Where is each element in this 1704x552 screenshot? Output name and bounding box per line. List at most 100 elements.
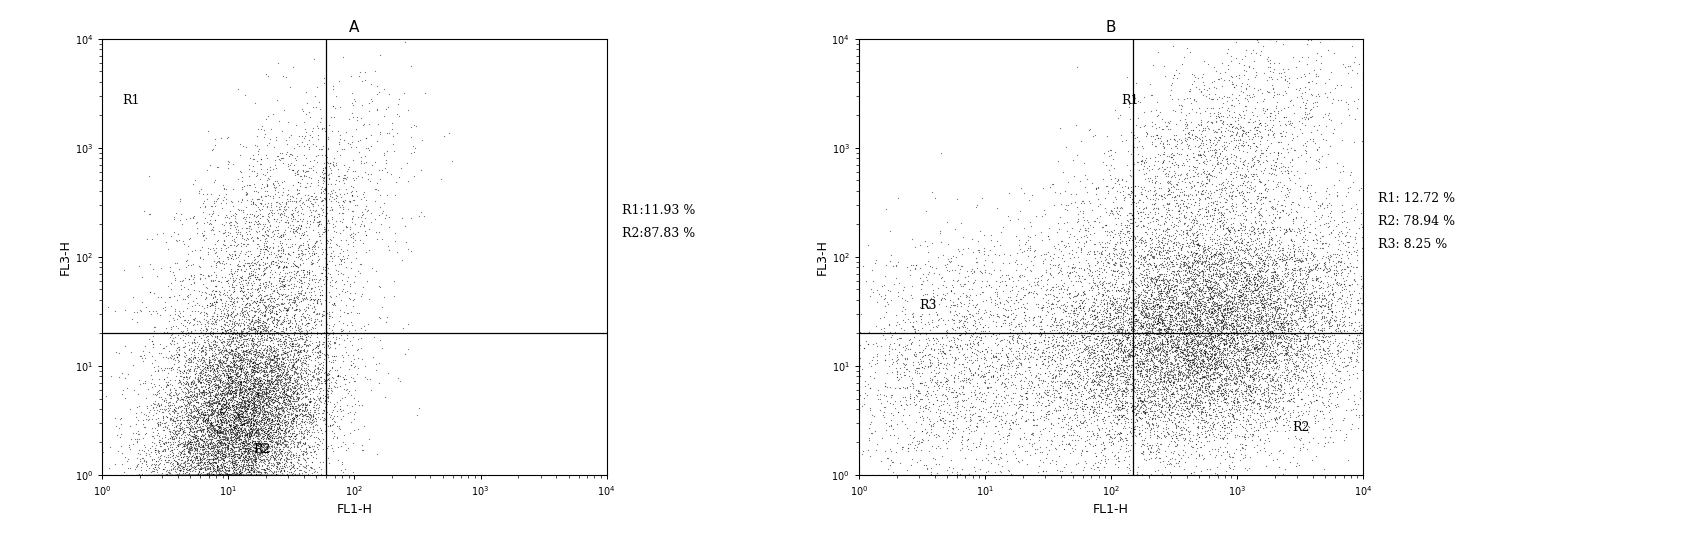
Point — [153, 397, 181, 406]
Point — [215, 446, 242, 455]
Point — [245, 416, 273, 425]
Point — [176, 448, 203, 457]
Point — [223, 470, 250, 479]
Point — [1062, 291, 1089, 300]
Point — [1137, 259, 1164, 268]
Point — [1217, 265, 1244, 274]
Point — [187, 419, 215, 428]
Point — [170, 463, 198, 471]
Point — [1283, 350, 1310, 359]
Point — [1200, 291, 1227, 300]
Point — [1143, 390, 1171, 399]
Point — [206, 463, 233, 472]
Point — [164, 459, 191, 468]
Point — [312, 302, 339, 311]
Point — [1246, 352, 1273, 361]
Point — [242, 389, 269, 398]
Point — [273, 253, 300, 262]
Point — [1266, 304, 1293, 312]
Point — [1140, 329, 1167, 338]
Point — [220, 470, 247, 479]
Point — [215, 364, 242, 373]
Point — [259, 450, 286, 459]
Point — [1237, 401, 1264, 410]
Point — [211, 346, 239, 354]
Point — [1259, 225, 1287, 233]
Point — [1155, 302, 1183, 311]
Point — [1218, 331, 1246, 340]
Point — [225, 406, 252, 415]
Point — [1215, 340, 1242, 349]
Point — [235, 417, 262, 426]
Point — [1166, 313, 1193, 322]
Point — [206, 470, 233, 479]
Point — [237, 225, 264, 233]
Point — [235, 401, 262, 410]
Point — [1075, 389, 1102, 398]
Point — [204, 398, 232, 407]
Point — [259, 470, 286, 479]
Point — [264, 470, 291, 479]
Point — [1196, 309, 1223, 318]
Point — [242, 470, 269, 479]
Point — [145, 366, 172, 375]
Point — [959, 268, 987, 277]
Point — [172, 391, 199, 400]
Point — [1293, 258, 1321, 267]
Point — [336, 115, 363, 124]
Point — [303, 467, 331, 476]
Point — [1097, 379, 1125, 388]
Point — [1283, 348, 1310, 357]
Point — [184, 434, 211, 443]
Point — [254, 447, 281, 456]
Point — [204, 381, 232, 390]
Point — [1298, 284, 1326, 293]
Point — [268, 433, 295, 442]
Point — [1196, 142, 1223, 151]
Point — [208, 447, 235, 456]
Point — [1084, 416, 1111, 424]
Point — [1155, 467, 1183, 476]
Point — [949, 426, 976, 435]
Point — [935, 258, 963, 267]
Point — [235, 276, 262, 285]
Point — [172, 304, 199, 312]
Point — [1082, 320, 1109, 329]
Point — [269, 331, 296, 339]
Point — [1247, 195, 1275, 204]
Point — [1009, 456, 1036, 465]
Point — [302, 309, 329, 318]
Point — [327, 235, 354, 244]
Point — [266, 407, 293, 416]
Point — [187, 439, 215, 448]
Point — [988, 454, 1016, 463]
Point — [1217, 452, 1244, 461]
Point — [1206, 132, 1234, 141]
Point — [1109, 411, 1137, 420]
Point — [1074, 319, 1101, 328]
Point — [1251, 107, 1278, 115]
Point — [198, 470, 225, 479]
Point — [1235, 371, 1263, 380]
Point — [274, 343, 302, 352]
Point — [1128, 299, 1155, 307]
Point — [1017, 384, 1045, 392]
Point — [1181, 270, 1208, 279]
Point — [1174, 416, 1201, 424]
Point — [302, 238, 329, 247]
Point — [172, 405, 199, 413]
Point — [213, 382, 240, 391]
Point — [1007, 400, 1034, 408]
Point — [216, 421, 244, 429]
Point — [1085, 342, 1113, 351]
Point — [1184, 262, 1212, 270]
Point — [922, 263, 949, 272]
Point — [189, 417, 216, 426]
Point — [1198, 414, 1225, 423]
Point — [1104, 355, 1131, 364]
Point — [1148, 373, 1176, 382]
Point — [262, 225, 290, 234]
Point — [199, 320, 227, 329]
Point — [232, 441, 259, 450]
Point — [1029, 345, 1056, 354]
